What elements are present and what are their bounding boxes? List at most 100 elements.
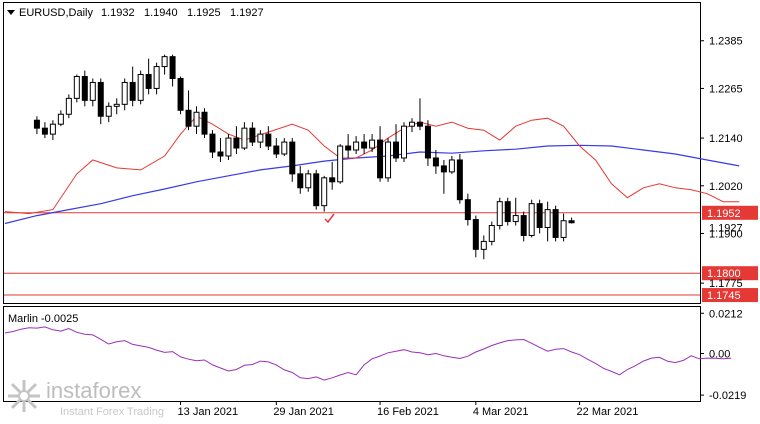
candle-body-bull bbox=[305, 173, 312, 189]
candle-body-bear bbox=[504, 201, 511, 223]
candle bbox=[217, 138, 224, 162]
candle-body-bull bbox=[408, 121, 415, 127]
time-tick-label: 29 Jan 2021 bbox=[273, 406, 334, 418]
indicator-frame bbox=[3, 306, 701, 402]
check-mark-icon bbox=[324, 213, 335, 224]
candle-body-bear bbox=[97, 81, 104, 117]
candle-body-bull bbox=[321, 177, 328, 207]
candle bbox=[105, 102, 112, 123]
candle bbox=[329, 161, 336, 190]
collapse-triangle-icon[interactable] bbox=[7, 10, 15, 15]
candle-body-bear bbox=[297, 173, 304, 189]
candle-body-bear bbox=[377, 139, 384, 179]
main-chart-frame bbox=[3, 2, 701, 304]
price-tick-label: 1.2265 bbox=[709, 83, 743, 95]
candle bbox=[169, 54, 176, 87]
candle-body-bear bbox=[201, 111, 208, 135]
candle bbox=[177, 76, 184, 115]
candle bbox=[65, 94, 72, 119]
candle bbox=[185, 90, 192, 131]
time-tick-label: 16 Feb 2021 bbox=[377, 406, 439, 418]
instaforex-logo-icon bbox=[8, 380, 40, 412]
candle bbox=[385, 138, 392, 182]
candle bbox=[209, 130, 216, 158]
watermark-name: instaforex bbox=[46, 378, 142, 403]
level-label: 1.1800 bbox=[707, 268, 741, 280]
candle bbox=[353, 136, 360, 154]
candle bbox=[241, 122, 248, 151]
candle bbox=[137, 70, 144, 105]
candle bbox=[488, 221, 495, 246]
candles bbox=[33, 54, 575, 260]
candle-body-bear bbox=[536, 203, 543, 229]
candle bbox=[121, 78, 128, 111]
time-tick-label: 22 Mar 2021 bbox=[577, 406, 639, 418]
candle bbox=[480, 235, 487, 260]
level-badge bbox=[702, 266, 758, 281]
ma-slow-line bbox=[4, 144, 740, 225]
candle bbox=[536, 199, 543, 234]
candle-body-bull bbox=[544, 209, 551, 229]
candle-body-bull bbox=[153, 66, 160, 89]
candle bbox=[568, 217, 575, 224]
candle bbox=[520, 211, 527, 242]
candle-body-bear bbox=[416, 121, 423, 127]
candle-body-bear bbox=[233, 137, 240, 149]
candle-body-bull bbox=[73, 76, 80, 99]
price-tick-label: 1.2020 bbox=[709, 181, 743, 193]
candle bbox=[472, 215, 479, 258]
candle bbox=[512, 197, 519, 226]
candle-body-bull bbox=[337, 145, 344, 183]
candle bbox=[129, 66, 136, 107]
marlin-axis: 0.0212 0.00 -0.0219 bbox=[700, 308, 746, 402]
candle bbox=[113, 98, 120, 115]
time-tick-label: 13 Jan 2021 bbox=[178, 406, 239, 418]
candle bbox=[440, 159, 447, 194]
marlin-tick-label: -0.0219 bbox=[709, 390, 746, 402]
candle bbox=[424, 120, 431, 166]
candle-body-bull bbox=[57, 113, 64, 125]
candle bbox=[161, 54, 168, 75]
ohlc-open: 1.1932 bbox=[101, 7, 135, 19]
candle bbox=[408, 118, 415, 133]
candle-body-bull bbox=[401, 125, 407, 159]
candle-body-bull bbox=[369, 139, 376, 149]
candle bbox=[496, 197, 503, 230]
candle bbox=[448, 155, 455, 174]
marlin-tick-label: 0.0212 bbox=[709, 308, 743, 320]
candle-body-bull bbox=[257, 133, 264, 143]
candle bbox=[281, 138, 288, 156]
candle bbox=[377, 126, 384, 182]
price-tick-label: 1.1900 bbox=[709, 228, 743, 240]
candle-body-bear bbox=[217, 151, 224, 157]
candle-body-bull bbox=[480, 240, 487, 250]
levels-layer: 1.1952 1.1800 1.1745 bbox=[4, 205, 758, 303]
ohlc-low: 1.1925 bbox=[187, 7, 221, 19]
candle-body-bear bbox=[440, 165, 447, 173]
candle bbox=[225, 134, 232, 160]
candle bbox=[73, 74, 80, 103]
candle bbox=[89, 78, 96, 107]
candle-body-bull bbox=[488, 225, 495, 242]
candle bbox=[560, 213, 567, 242]
watermark-tagline: Instant Forex Trading bbox=[60, 406, 164, 418]
candle bbox=[33, 116, 40, 135]
candle-body-bear bbox=[33, 119, 40, 129]
marlin-tick-label: 0.00 bbox=[709, 349, 730, 361]
level-label: 1.1952 bbox=[707, 208, 741, 220]
candle-body-bear bbox=[81, 76, 88, 101]
candle-body-bear bbox=[265, 133, 272, 147]
candle bbox=[416, 98, 423, 131]
candle bbox=[321, 175, 328, 212]
candle-body-bear bbox=[129, 81, 136, 101]
candle bbox=[145, 58, 152, 95]
candle bbox=[297, 165, 304, 194]
candle-body-bull bbox=[448, 159, 455, 173]
candle-body-bear bbox=[273, 145, 280, 155]
candle-body-bear bbox=[209, 133, 216, 153]
candle bbox=[528, 199, 535, 238]
candle-body-bull bbox=[225, 137, 232, 157]
candle bbox=[257, 130, 264, 149]
candle-body-bull bbox=[281, 141, 288, 155]
candle bbox=[313, 169, 320, 210]
